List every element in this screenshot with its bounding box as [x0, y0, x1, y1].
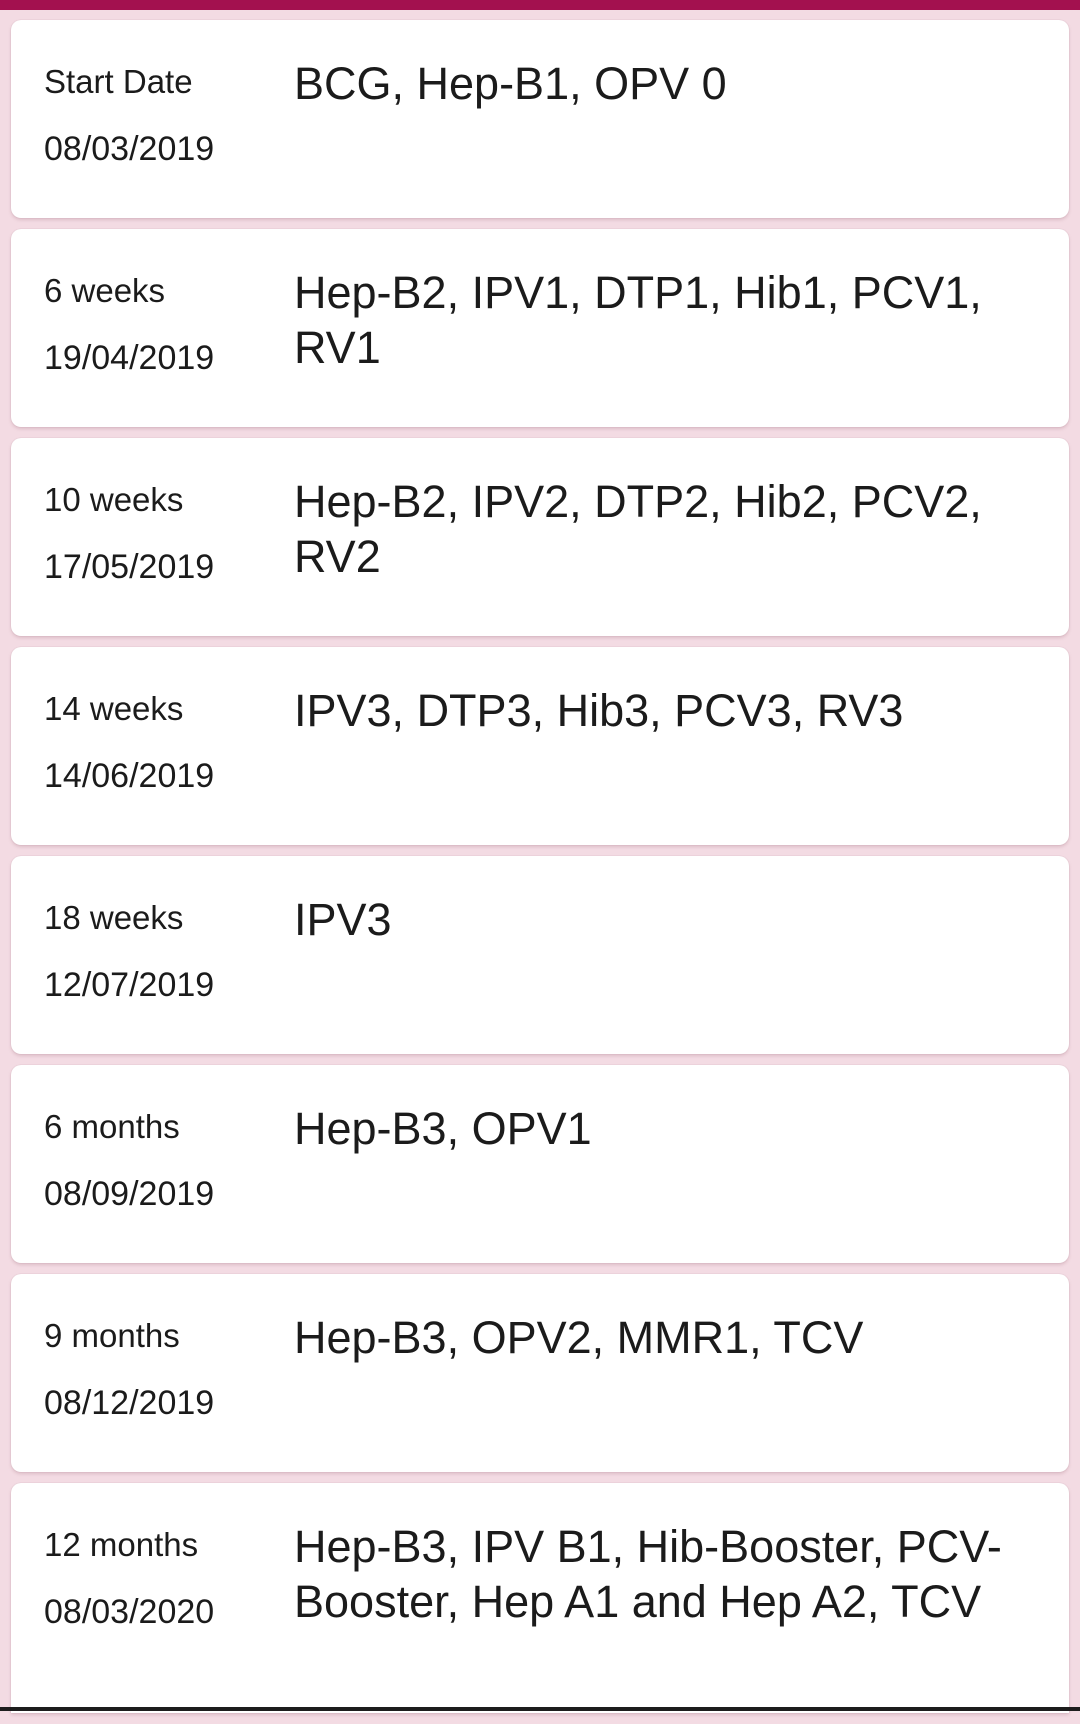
vaccine-list: Hep-B2, IPV2, DTP2, Hib2, PCV2, RV2: [294, 476, 982, 582]
schedule-left-column: 12 months 08/03/2020: [44, 1525, 274, 1632]
age-label: 10 weeks: [44, 481, 184, 518]
age-label: 9 months: [44, 1317, 180, 1354]
schedule-left-column: 6 months 08/09/2019: [44, 1107, 274, 1214]
vaccine-list: BCG, Hep-B1, OPV 0: [294, 58, 727, 109]
vaccine-list: IPV3: [294, 894, 392, 945]
due-date: 08/09/2019: [44, 1175, 215, 1213]
schedule-left-column: 10 weeks 17/05/2019: [44, 480, 274, 587]
schedule-card[interactable]: 9 months 08/12/2019 Hep-B3, OPV2, MMR1, …: [11, 1274, 1069, 1472]
vaccine-list: Hep-B3, OPV1: [294, 1103, 592, 1154]
schedule-left-column: 18 weeks 12/07/2019: [44, 898, 274, 1005]
schedule-left-column: 6 weeks 19/04/2019: [44, 271, 274, 378]
due-date: 08/03/2019: [44, 130, 215, 168]
navigation-bar-edge: [0, 1707, 1080, 1711]
vaccine-list: IPV3, DTP3, Hib3, PCV3, RV3: [294, 685, 904, 736]
schedule-left-column: 14 weeks 14/06/2019: [44, 689, 274, 796]
schedule-card[interactable]: 6 weeks 19/04/2019 Hep-B2, IPV1, DTP1, H…: [11, 229, 1069, 427]
age-label: 12 months: [44, 1526, 199, 1563]
vaccine-list: Hep-B2, IPV1, DTP1, Hib1, PCV1, RV1: [294, 267, 982, 373]
due-date: 08/03/2020: [44, 1593, 215, 1631]
due-date: 08/12/2019: [44, 1384, 215, 1422]
age-label: 6 weeks: [44, 272, 166, 309]
vaccine-list: Hep-B3, OPV2, MMR1, TCV: [294, 1312, 864, 1363]
due-date: 12/07/2019: [44, 966, 215, 1004]
due-date: 14/06/2019: [44, 757, 215, 795]
schedule-card[interactable]: Start Date 08/03/2019 BCG, Hep-B1, OPV 0: [11, 20, 1069, 218]
schedule-card[interactable]: 18 weeks 12/07/2019 IPV3: [11, 856, 1069, 1054]
schedule-card[interactable]: 14 weeks 14/06/2019 IPV3, DTP3, Hib3, PC…: [11, 647, 1069, 845]
schedule-left-column: 9 months 08/12/2019: [44, 1316, 274, 1423]
schedule-left-column: Start Date 08/03/2019: [44, 62, 274, 169]
age-label: Start Date: [44, 63, 193, 100]
due-date: 19/04/2019: [44, 339, 215, 377]
vaccination-schedule-list: Start Date 08/03/2019 BCG, Hep-B1, OPV 0…: [11, 20, 1069, 1724]
age-label: 6 months: [44, 1108, 180, 1145]
due-date: 17/05/2019: [44, 548, 215, 586]
schedule-card[interactable]: 6 months 08/09/2019 Hep-B3, OPV1: [11, 1065, 1069, 1263]
status-accent-bar: [0, 0, 1080, 10]
schedule-card[interactable]: 10 weeks 17/05/2019 Hep-B2, IPV2, DTP2, …: [11, 438, 1069, 636]
schedule-card[interactable]: 12 months 08/03/2020 Hep-B3, IPV B1, Hib…: [11, 1483, 1069, 1713]
vaccine-list: Hep-B3, IPV B1, Hib-Booster, PCV-Booster…: [294, 1521, 1002, 1627]
age-label: 14 weeks: [44, 690, 184, 727]
age-label: 18 weeks: [44, 899, 184, 936]
